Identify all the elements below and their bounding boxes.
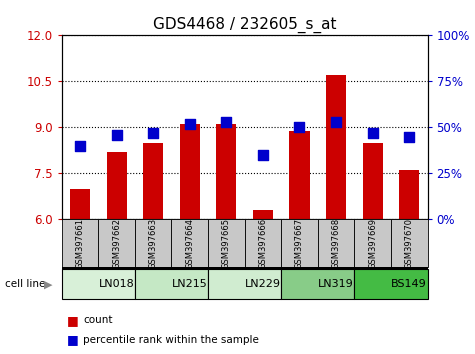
- Bar: [106, 152, 127, 219]
- Point: [369, 130, 377, 136]
- Bar: [326, 75, 346, 219]
- Bar: [362, 143, 383, 219]
- Text: count: count: [83, 315, 113, 325]
- Text: GSM397665: GSM397665: [222, 218, 231, 269]
- Point: [149, 130, 157, 136]
- FancyBboxPatch shape: [354, 269, 428, 299]
- Bar: [143, 143, 163, 219]
- Text: GSM397661: GSM397661: [76, 218, 85, 269]
- FancyBboxPatch shape: [354, 219, 391, 267]
- Point: [295, 125, 304, 130]
- FancyBboxPatch shape: [171, 219, 208, 267]
- Text: LN229: LN229: [245, 279, 281, 289]
- FancyBboxPatch shape: [208, 219, 245, 267]
- FancyBboxPatch shape: [318, 219, 354, 267]
- Bar: [216, 124, 237, 219]
- Text: LN319: LN319: [318, 279, 354, 289]
- Point: [76, 143, 84, 149]
- Text: LN018: LN018: [99, 279, 134, 289]
- Point: [222, 119, 230, 125]
- Point: [332, 119, 340, 125]
- FancyBboxPatch shape: [245, 219, 281, 267]
- Bar: [253, 210, 273, 219]
- Text: LN215: LN215: [172, 279, 208, 289]
- FancyBboxPatch shape: [208, 269, 281, 299]
- Text: GSM397666: GSM397666: [258, 218, 267, 269]
- Text: percentile rank within the sample: percentile rank within the sample: [83, 335, 259, 345]
- FancyBboxPatch shape: [62, 269, 135, 299]
- Title: GDS4468 / 232605_s_at: GDS4468 / 232605_s_at: [153, 16, 336, 33]
- Point: [259, 152, 267, 158]
- Text: BS149: BS149: [391, 279, 427, 289]
- Point: [186, 121, 194, 127]
- Text: GSM397668: GSM397668: [332, 218, 341, 269]
- Point: [405, 134, 413, 139]
- Text: GSM397664: GSM397664: [185, 218, 194, 269]
- Text: ■: ■: [66, 333, 78, 346]
- Bar: [289, 131, 310, 219]
- Text: ▶: ▶: [44, 279, 52, 289]
- FancyBboxPatch shape: [135, 219, 171, 267]
- Text: GSM397663: GSM397663: [149, 218, 158, 269]
- Bar: [180, 124, 200, 219]
- FancyBboxPatch shape: [391, 219, 428, 267]
- Text: cell line: cell line: [5, 279, 45, 289]
- FancyBboxPatch shape: [62, 219, 98, 267]
- Bar: [70, 189, 90, 219]
- FancyBboxPatch shape: [135, 269, 208, 299]
- Bar: [399, 170, 419, 219]
- Text: GSM397670: GSM397670: [405, 218, 414, 269]
- Text: GSM397662: GSM397662: [112, 218, 121, 269]
- Point: [113, 132, 121, 138]
- Text: GSM397669: GSM397669: [368, 218, 377, 269]
- FancyBboxPatch shape: [281, 219, 318, 267]
- Text: ■: ■: [66, 314, 78, 327]
- Text: GSM397667: GSM397667: [295, 218, 304, 269]
- FancyBboxPatch shape: [98, 219, 135, 267]
- FancyBboxPatch shape: [281, 269, 354, 299]
